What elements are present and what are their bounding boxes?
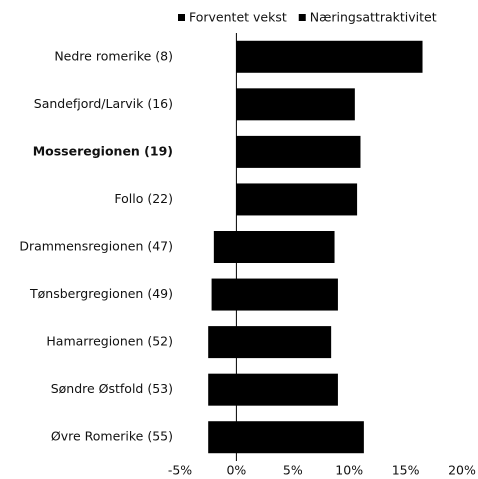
- bar: [236, 421, 364, 454]
- legend-label: Forventet vekst: [189, 10, 287, 25]
- bar: [236, 40, 423, 73]
- x-tick-label: 5%: [283, 463, 303, 478]
- x-tick-label: -5%: [168, 463, 192, 478]
- bar: [236, 231, 335, 263]
- x-tick-label: 20%: [448, 463, 476, 478]
- legend-swatch: [178, 14, 185, 21]
- y-tick-label: Mosseregionen (19): [33, 143, 173, 158]
- bar: [208, 373, 237, 406]
- bar: [236, 278, 338, 311]
- bar: [208, 421, 237, 454]
- y-tick-label: Sandefjord/Larvik (16): [34, 96, 173, 111]
- y-tick-label: Øvre Romerike (55): [51, 429, 173, 444]
- bar: [208, 326, 237, 359]
- x-tick-label: 10%: [335, 463, 363, 478]
- x-tick-label: 0%: [226, 463, 246, 478]
- y-tick-label: Søndre Østfold (53): [51, 381, 173, 396]
- x-tick-label: 15%: [392, 463, 420, 478]
- bar: [236, 135, 361, 168]
- legend-label: Næringsattraktivitet: [310, 10, 437, 25]
- bar: [236, 326, 332, 359]
- y-tick-label: Hamarregionen (52): [46, 334, 173, 349]
- legend-swatch: [298, 14, 306, 21]
- bar: [213, 231, 237, 263]
- y-tick-label: Nedre romerike (8): [54, 48, 173, 63]
- bar: [236, 373, 338, 406]
- y-tick-label: Tønsbergregionen (49): [29, 286, 173, 301]
- bar: [211, 278, 237, 311]
- y-tick-label: Follo (22): [114, 191, 173, 206]
- bar: [236, 183, 358, 216]
- y-tick-label: Drammensregionen (47): [19, 239, 173, 254]
- bar: [236, 88, 355, 121]
